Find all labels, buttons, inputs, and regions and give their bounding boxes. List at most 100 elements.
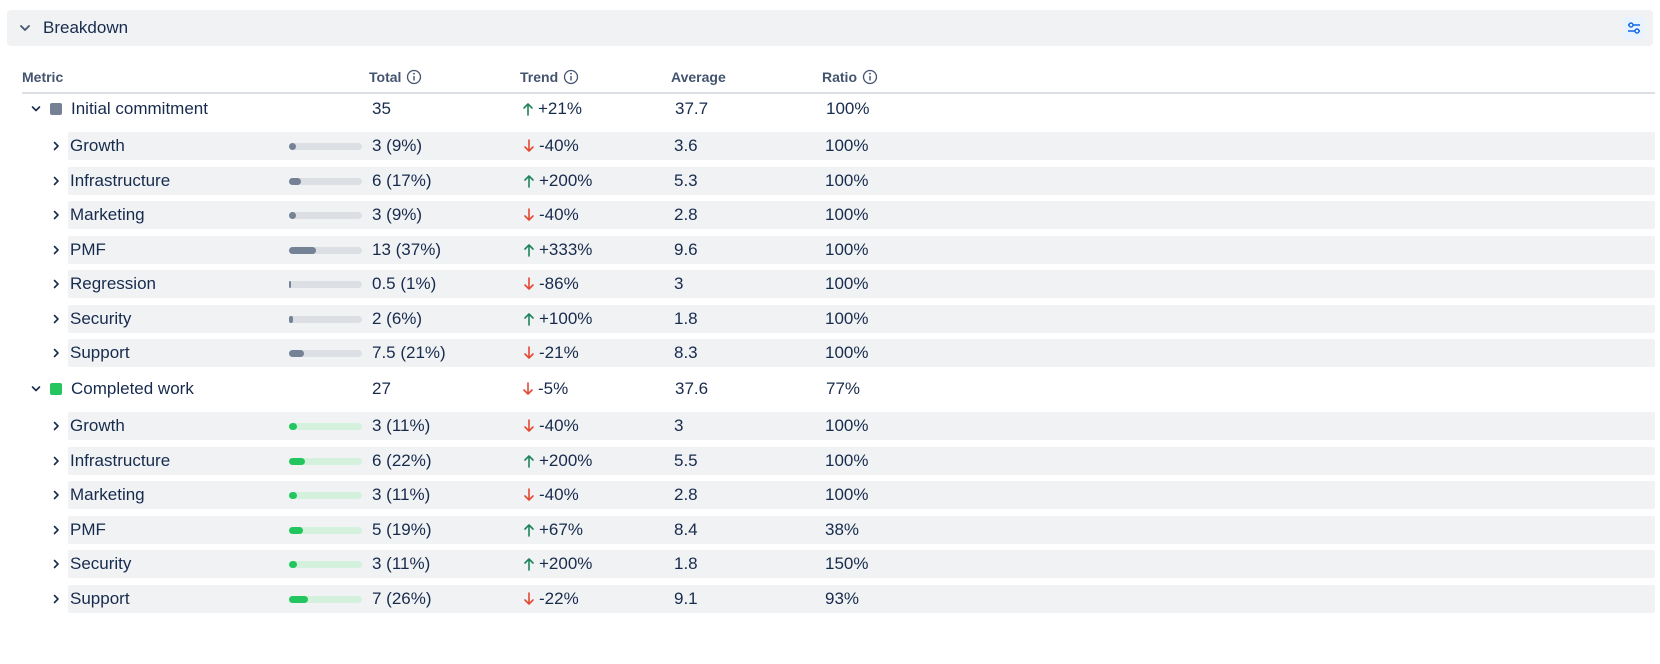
- trend-cell: -40%: [523, 481, 579, 509]
- share-bar: [289, 315, 362, 323]
- row-label: Regression: [70, 274, 156, 293]
- share-bar: [289, 212, 362, 219]
- trend-value: +100%: [539, 308, 593, 328]
- breakdown-header[interactable]: Breakdown: [7, 10, 1653, 46]
- settings-button[interactable]: [1623, 17, 1645, 39]
- chevron-right-icon[interactable]: [50, 140, 62, 152]
- sliders-icon: [1628, 22, 1640, 34]
- header-divider: [22, 92, 1655, 94]
- row-label: Security: [70, 308, 132, 328]
- group-row[interactable]: Initial commitment 35 +21% 37.7 100%: [22, 95, 1655, 123]
- column-header-total[interactable]: Total: [369, 69, 422, 85]
- arrow-down-icon: [524, 277, 534, 290]
- chevron-right-icon[interactable]: [50, 455, 62, 467]
- total-value: 2 (6%): [372, 308, 423, 328]
- share-bar: [289, 492, 362, 499]
- column-header-metric[interactable]: Metric: [22, 69, 64, 85]
- chevron-right-icon[interactable]: [50, 175, 62, 187]
- ratio-value: 100%: [825, 274, 869, 293]
- chevron-down-icon[interactable]: [18, 21, 32, 35]
- table-row[interactable]: Support 7.5 (21%) -21% 8.3 100%: [68, 339, 1655, 367]
- trend-cell: -40%: [523, 201, 579, 229]
- average-value: 3.6: [674, 136, 698, 155]
- trend-value: -22%: [539, 588, 579, 608]
- arrow-down-icon: [524, 419, 534, 432]
- trend-value: -40%: [539, 136, 579, 155]
- table-row[interactable]: Infrastructure 6 (22%) +200% 5.5 100%: [68, 446, 1655, 475]
- table-row[interactable]: Security 3 (11%) +200% 1.8 150%: [68, 550, 1655, 578]
- chevron-down-icon[interactable]: [30, 383, 42, 395]
- share-bar-fill: [289, 423, 297, 430]
- share-bar-fill: [289, 457, 305, 465]
- average-value: 37.6: [675, 379, 709, 398]
- table-row[interactable]: Growth 3 (9%) -40% 3.6 100%: [68, 132, 1655, 160]
- share-bar-fill: [289, 561, 297, 568]
- share-bar-fill: [289, 350, 304, 357]
- chevron-right-icon[interactable]: [50, 558, 62, 570]
- table-row[interactable]: Security 2 (6%) +100% 1.8 100%: [68, 304, 1655, 333]
- table-row[interactable]: PMF 5 (19%) +67% 8.4 38%: [68, 515, 1655, 544]
- average-value: 9.1: [674, 588, 698, 608]
- chevron-right-icon[interactable]: [50, 209, 62, 221]
- arrow-up-icon: [524, 312, 534, 326]
- ratio-value: 100%: [825, 205, 869, 224]
- trend-cell: +200%: [523, 550, 592, 578]
- ratio-value: 100%: [826, 99, 870, 118]
- column-header-average[interactable]: Average: [671, 69, 726, 85]
- share-bar: [289, 423, 362, 430]
- group-row[interactable]: Completed work 27 -5% 37.6 77%: [22, 375, 1655, 403]
- table-row[interactable]: Growth 3 (11%) -40% 3 100%: [68, 412, 1655, 440]
- share-bar: [289, 457, 362, 465]
- total-value: 6 (17%): [372, 170, 432, 190]
- trend-cell: -21%: [523, 339, 579, 367]
- chevron-right-icon[interactable]: [50, 593, 62, 605]
- column-header-ratio[interactable]: Ratio: [822, 69, 878, 85]
- table-row[interactable]: Marketing 3 (9%) -40% 2.8 100%: [68, 201, 1655, 229]
- chevron-right-icon[interactable]: [50, 420, 62, 432]
- info-icon[interactable]: [406, 69, 422, 85]
- ratio-value: 100%: [825, 450, 869, 470]
- total-value: 0.5 (1%): [372, 274, 437, 293]
- total-value: 3 (9%): [372, 205, 423, 224]
- arrow-up-icon: [523, 103, 533, 116]
- share-bar: [289, 246, 362, 254]
- ratio-value: 100%: [825, 239, 869, 259]
- column-header-trend[interactable]: Trend: [520, 69, 579, 85]
- average-value: 5.5: [674, 450, 698, 470]
- trend-value: -5%: [538, 379, 569, 398]
- row-label: Marketing: [70, 205, 145, 224]
- trend-value: -21%: [539, 343, 579, 362]
- arrow-up-icon: [524, 243, 534, 257]
- row-label: Security: [70, 554, 132, 573]
- table-row[interactable]: PMF 13 (37%) +333% 9.6 100%: [68, 235, 1655, 264]
- table-row[interactable]: Infrastructure 6 (17%) +200% 5.3 100%: [68, 166, 1655, 195]
- row-label: Support: [70, 343, 130, 362]
- total-value: 7.5 (21%): [372, 343, 446, 362]
- chevron-right-icon[interactable]: [50, 489, 62, 501]
- info-icon[interactable]: [563, 69, 579, 85]
- trend-value: -40%: [539, 205, 579, 224]
- chevron-down-icon[interactable]: [30, 103, 42, 115]
- ratio-value: 100%: [825, 343, 869, 362]
- share-bar: [289, 526, 362, 534]
- share-bar-fill: [289, 143, 296, 150]
- table-row[interactable]: Regression 0.5 (1%) -86% 3 100%: [68, 270, 1655, 298]
- info-icon[interactable]: [862, 69, 878, 85]
- chevron-right-icon[interactable]: [50, 278, 62, 290]
- chevron-right-icon[interactable]: [50, 347, 62, 359]
- share-bar: [289, 561, 362, 568]
- trend-cell: +100%: [523, 305, 592, 333]
- trend-value: +21%: [538, 99, 582, 118]
- total-value: 35: [372, 99, 391, 118]
- share-bar-fill: [289, 281, 291, 288]
- table-row[interactable]: Support 7 (26%) -22% 9.1 93%: [68, 584, 1655, 613]
- trend-value: -86%: [539, 274, 579, 293]
- chevron-right-icon[interactable]: [50, 524, 62, 536]
- chevron-right-icon[interactable]: [50, 244, 62, 256]
- row-label: Marketing: [70, 485, 145, 504]
- table-row[interactable]: Marketing 3 (11%) -40% 2.8 100%: [68, 481, 1655, 509]
- average-value: 5.3: [674, 170, 698, 190]
- total-value: 3 (11%): [372, 485, 431, 504]
- arrow-down-icon: [524, 346, 534, 359]
- chevron-right-icon[interactable]: [50, 313, 62, 325]
